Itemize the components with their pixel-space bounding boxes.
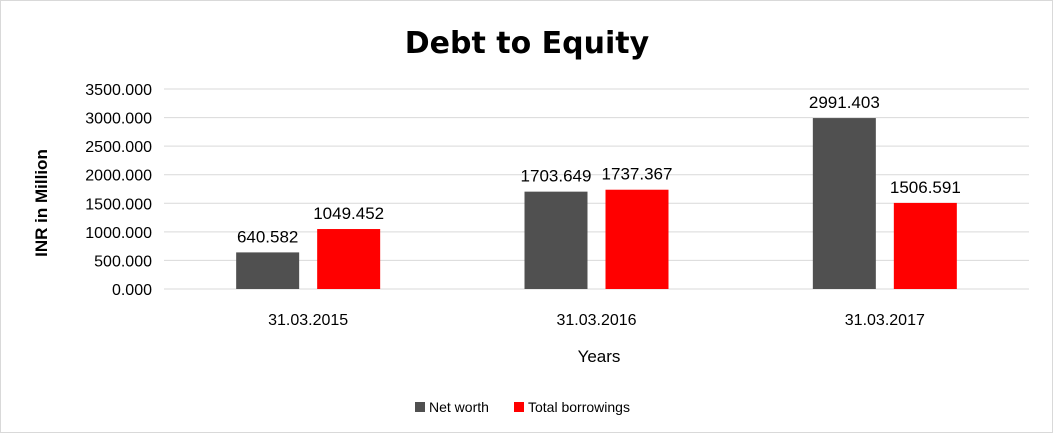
x-tick-label: 31.03.2016 xyxy=(556,312,636,329)
y-tick-label: 1000.000 xyxy=(85,225,152,242)
legend: Net worth Total borrowings xyxy=(415,399,630,415)
data-labels: 640.582 1049.452 1703.649 1737.367 2991.403 1… xyxy=(237,93,961,246)
bar-total-borrowings-2 xyxy=(893,202,957,289)
x-tick-label: 31.03.2015 xyxy=(268,312,348,329)
data-label: 2991.403 xyxy=(809,93,880,112)
bar-total-borrowings-1 xyxy=(605,189,669,289)
x-axis-ticks: 31.03.2015 31.03.2016 31.03.2017 xyxy=(268,312,925,329)
x-tick-label: 31.03.2017 xyxy=(845,312,925,329)
y-tick-label: 3500.000 xyxy=(85,82,152,99)
x-axis-label: Years xyxy=(578,347,621,366)
bar-net-worth-2 xyxy=(812,118,876,289)
y-axis-ticks: 0.000 500.000 1000.000 1500.000 2000.000 2500… xyxy=(85,82,152,299)
y-tick-label: 3000.000 xyxy=(85,111,152,128)
legend-swatch-0 xyxy=(415,402,425,412)
y-tick-label: 2500.000 xyxy=(85,139,152,156)
legend-swatch-1 xyxy=(514,402,524,412)
bars xyxy=(236,118,957,289)
data-label: 1737.367 xyxy=(602,165,673,184)
y-axis-label: INR in Million xyxy=(32,149,51,257)
y-tick-label: 1500.000 xyxy=(85,196,152,213)
chart-title: Debt to Equity xyxy=(405,26,650,61)
data-label: 1049.452 xyxy=(313,204,384,223)
legend-label-0: Net worth xyxy=(429,399,489,415)
bar-net-worth-0 xyxy=(236,252,300,289)
bar-total-borrowings-0 xyxy=(317,229,381,289)
y-tick-label: 500.000 xyxy=(94,253,152,270)
y-tick-label: 0.000 xyxy=(112,282,152,299)
gridlines xyxy=(164,88,1029,290)
bar-net-worth-1 xyxy=(524,191,588,289)
legend-label-1: Total borrowings xyxy=(528,399,630,415)
data-label: 1506.591 xyxy=(890,178,961,197)
data-label: 640.582 xyxy=(237,227,298,246)
data-label: 1703.649 xyxy=(521,167,592,186)
y-tick-label: 2000.000 xyxy=(85,168,152,185)
